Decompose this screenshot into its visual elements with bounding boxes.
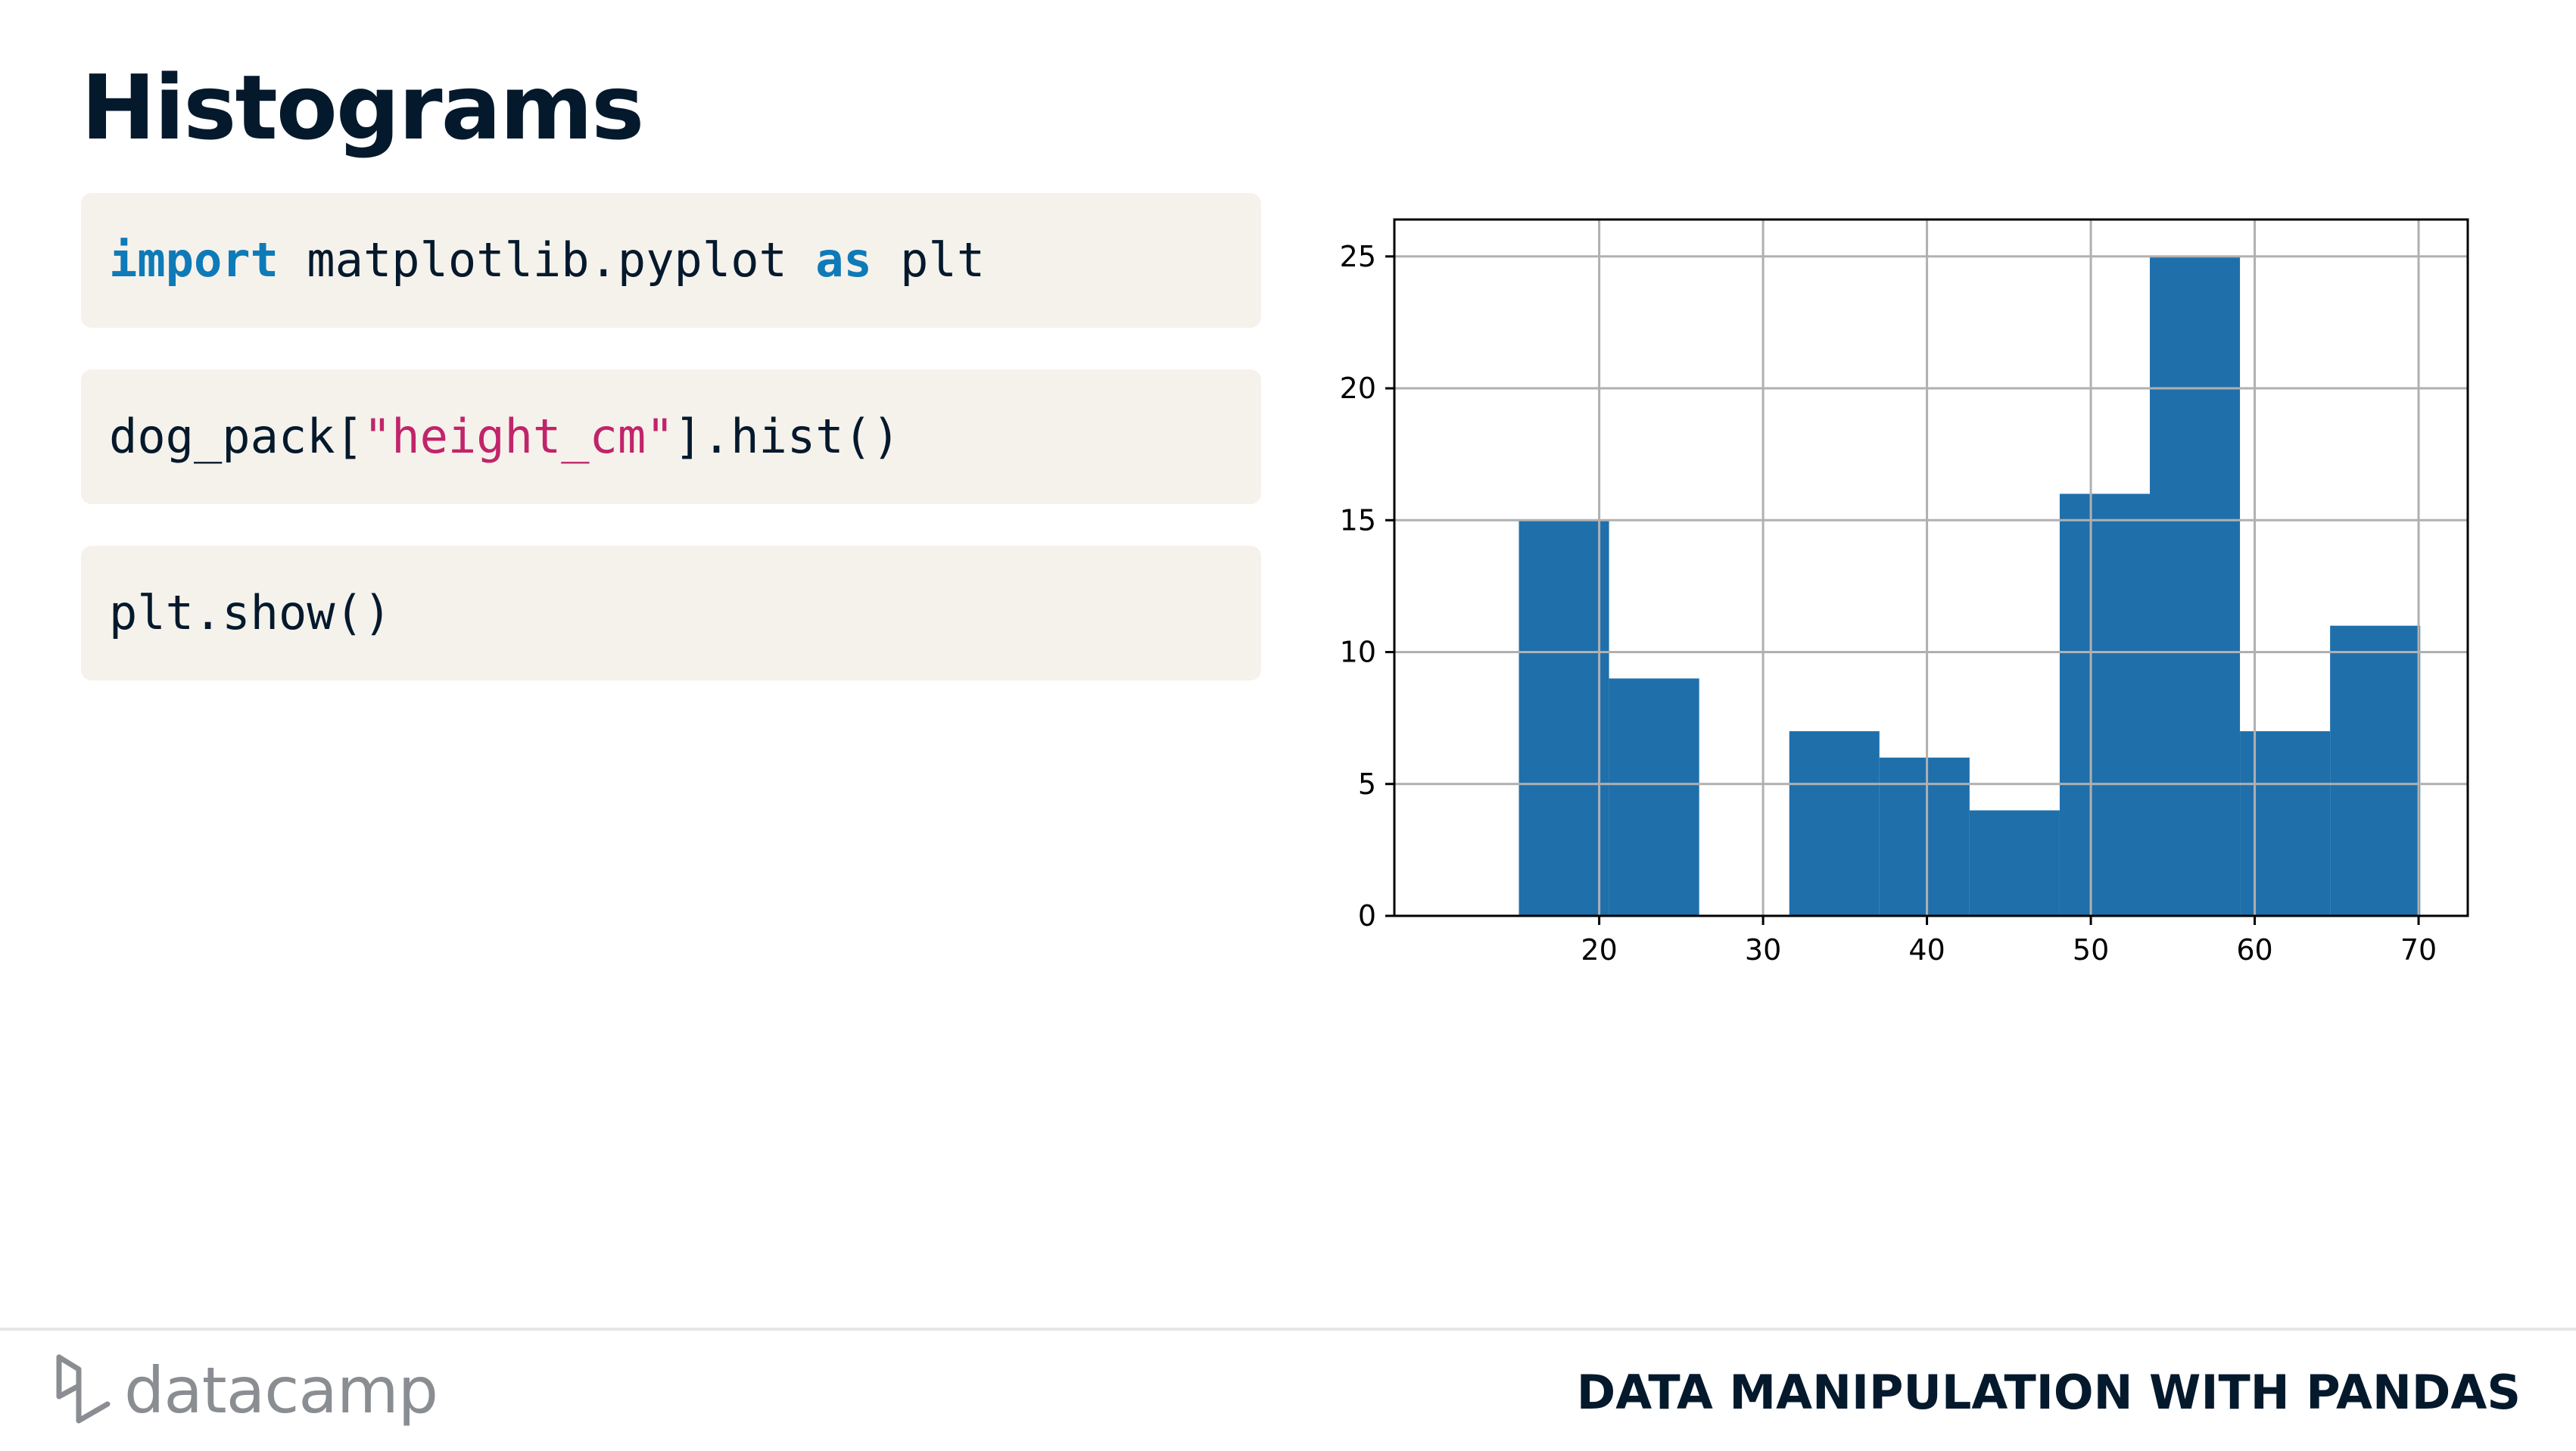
datacamp-logo-icon — [56, 1354, 111, 1424]
code-block-import: import matplotlib.pyplot as plt — [81, 193, 1261, 328]
code-line-hist: dog_pack["height_cm"].hist() — [109, 369, 900, 504]
histogram-bar — [1789, 731, 1880, 916]
x-tick-label: 70 — [2400, 933, 2437, 967]
x-tick-label: 40 — [1908, 933, 1945, 967]
keyword-import: import — [109, 232, 279, 288]
y-tick-label: 25 — [1340, 240, 1376, 273]
y-tick-label: 15 — [1340, 503, 1376, 537]
datacamp-logo: datacamp — [53, 1349, 438, 1432]
x-tick-label: 20 — [1581, 933, 1617, 967]
histogram-svg: 20 30 40 50 60 70 0 5 10 15 20 25 — [1340, 218, 2469, 967]
keyword-as: as — [815, 232, 872, 288]
histogram-bar — [2059, 494, 2151, 916]
code-block-hist: dog_pack["height_cm"].hist() — [81, 369, 1261, 504]
code-text: matplotlib.pyplot — [278, 232, 816, 288]
histogram-bar — [2240, 731, 2331, 916]
histogram-bar — [1879, 757, 1970, 916]
histogram-bar — [1609, 678, 1699, 916]
histogram-bar — [1969, 810, 2060, 916]
code-text: dog_pack[ — [109, 409, 363, 464]
y-tick-label: 0 — [1358, 899, 1376, 933]
y-tick-label: 20 — [1340, 372, 1376, 405]
code-text: plt — [871, 232, 986, 288]
datacamp-wordmark: datacamp — [124, 1353, 438, 1428]
histogram-bar — [1519, 520, 1609, 916]
code-block-show: plt.show() — [81, 546, 1261, 680]
code-text: ].hist() — [674, 409, 901, 464]
x-tick-label: 60 — [2236, 933, 2272, 967]
x-tick-label: 50 — [2073, 933, 2109, 967]
y-tick-label: 10 — [1340, 636, 1376, 669]
x-tick-label: 30 — [1745, 933, 1781, 967]
code-string: "height_cm" — [363, 409, 674, 464]
y-tick-label: 5 — [1358, 768, 1376, 801]
histogram-chart: 20 30 40 50 60 70 0 5 10 15 20 25 — [1317, 197, 2483, 999]
footer-divider — [0, 1328, 2576, 1331]
code-line-show: plt.show() — [109, 585, 392, 640]
histogram-bar — [2150, 256, 2241, 917]
course-name: DATA MANIPULATION WITH PANDAS — [1576, 1365, 2521, 1420]
code-line-import: import matplotlib.pyplot as plt — [109, 193, 985, 328]
plot-frame — [1393, 218, 2469, 917]
slide-title: Histograms — [81, 55, 644, 160]
histogram-bar — [2330, 625, 2421, 916]
